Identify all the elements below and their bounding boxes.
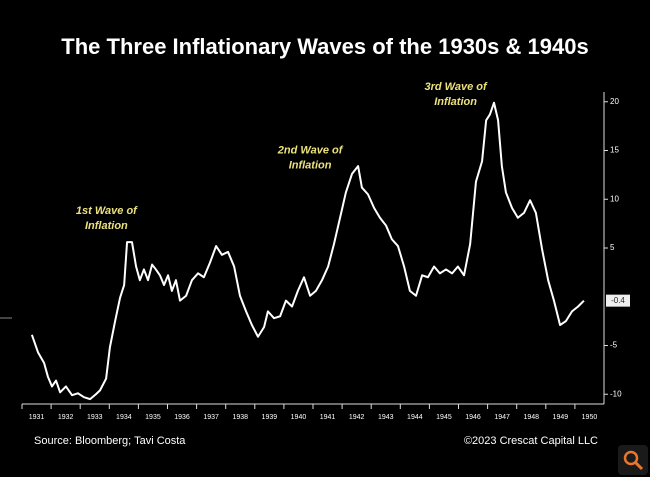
- x-tick-label: 1950: [582, 414, 598, 421]
- x-tick-label: 1931: [29, 414, 45, 421]
- x-tick-label: 1943: [378, 414, 394, 421]
- line: [30, 101, 585, 401]
- x-tick-label: 1942: [349, 414, 365, 421]
- x-tick-label: 1934: [116, 414, 132, 421]
- zoom-button[interactable]: [618, 445, 648, 475]
- x-tick-label: 1940: [291, 414, 307, 421]
- x-tick-label: 1937: [203, 414, 219, 421]
- x-tick-label: 1935: [145, 414, 161, 421]
- x-tick-label: 1945: [436, 414, 452, 421]
- y-tick-label: 10: [610, 194, 619, 203]
- x-tick-label: 1944: [407, 414, 423, 421]
- x-tick-label: 1946: [465, 414, 481, 421]
- copyright: ©2023 Crescat Capital LLC: [464, 435, 598, 447]
- y-tick-label: 5: [610, 243, 615, 252]
- x-tick-label: 1932: [58, 414, 74, 421]
- x-tick-label: 1949: [553, 414, 569, 421]
- annotation: Inflation: [85, 220, 128, 232]
- annotation: Inflation: [289, 159, 332, 171]
- zoom-lens: [623, 450, 639, 466]
- annotation: 1st Wave of: [76, 205, 138, 217]
- annotation: 2nd Wave of: [277, 144, 344, 156]
- x-tick-label: 1938: [232, 414, 248, 421]
- value-label: -0.4: [611, 296, 625, 305]
- zoom-icon[interactable]: [618, 445, 648, 475]
- source: Source: Bloomberg; Tavi Costa: [34, 435, 186, 447]
- y-tick-label: 20: [610, 97, 619, 106]
- y-tick-label: -5: [610, 341, 618, 350]
- annotation: 3rd Wave of: [425, 81, 488, 93]
- zoom-handle: [633, 460, 644, 471]
- x-tick-label: 1933: [87, 414, 103, 421]
- annotation: Inflation: [434, 96, 477, 108]
- y-tick-label: 15: [610, 146, 619, 155]
- x-tick-label: 1947: [494, 414, 510, 421]
- value-label-box: [606, 294, 630, 307]
- x-tick-label: 1936: [174, 414, 190, 421]
- y-tick-label: -10: [610, 389, 622, 398]
- x-tick-label: 1941: [320, 414, 336, 421]
- x-tick-label: 1939: [262, 414, 278, 421]
- chart-title: The Three Inflationary Waves of the 1930…: [61, 34, 588, 59]
- x-tick-label: 1948: [523, 414, 539, 421]
